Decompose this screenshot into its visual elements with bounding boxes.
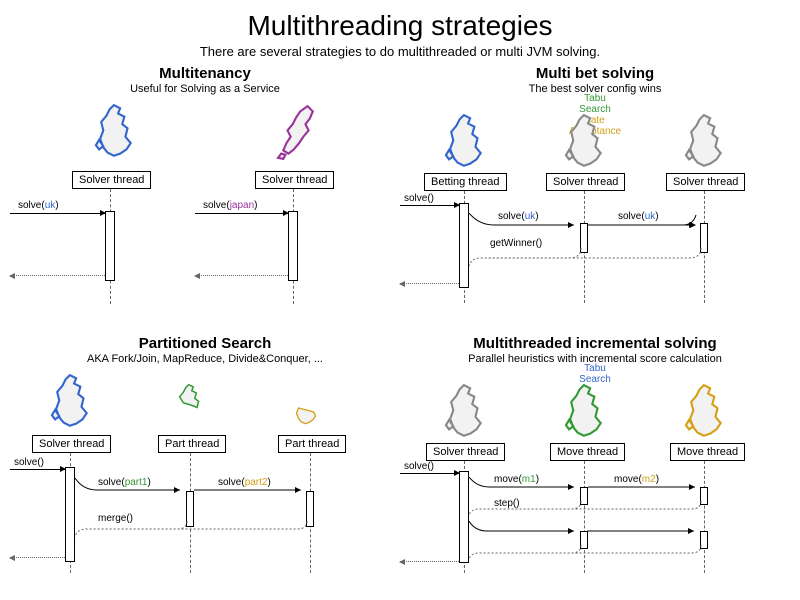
return-arrow: [400, 283, 459, 284]
call-label: solve(): [404, 193, 434, 204]
panel-incremental: Multithreaded incremental solving Parall…: [400, 329, 790, 599]
curve-arrow: [469, 521, 707, 535]
panel-partitioned: Partitioned Search AKA Fork/Join, MapRed…: [10, 329, 400, 599]
call-label: solve(uk): [18, 200, 59, 211]
page-title: Multithreading strategies: [0, 0, 800, 42]
thread-box: Solver thread: [426, 443, 505, 461]
map: [440, 113, 494, 176]
map: [560, 383, 614, 446]
return-curve: [469, 545, 707, 559]
call-label: solve(uk): [618, 211, 659, 222]
call-label: solve(part2): [218, 477, 271, 488]
map-japan: [270, 103, 324, 166]
activation: [105, 211, 115, 281]
thread-box: Part thread: [278, 435, 346, 453]
return-arrow: [10, 557, 65, 558]
call-label: solve(uk): [498, 211, 539, 222]
thread-box: Solver thread: [666, 173, 745, 191]
return-curve: [469, 501, 707, 515]
arrow: [400, 473, 459, 474]
diagram-grid: Multitenancy Useful for Solving as a Ser…: [0, 59, 800, 599]
thread-box: Solver thread: [32, 435, 111, 453]
return-arrow: [195, 275, 288, 276]
map: [288, 391, 326, 432]
call-label: solve(part1): [98, 477, 151, 488]
thread-box: Solver thread: [72, 171, 151, 189]
activation: [459, 471, 469, 563]
panel-title: Partitioned Search: [10, 335, 400, 352]
call-label: solve(): [404, 461, 434, 472]
map-uk: [90, 103, 144, 166]
thread-box: Solver thread: [546, 173, 625, 191]
call-label: move(m1): [494, 474, 539, 485]
map: [172, 383, 210, 430]
arrow: [400, 205, 459, 206]
algo-label: Tabu Search: [400, 363, 790, 385]
thread-box: Solver thread: [255, 171, 334, 189]
return-curve: [75, 521, 193, 533]
panel-multibet: Multi bet solving The best solver config…: [400, 59, 790, 329]
call-label: solve(): [14, 457, 44, 468]
activation: [459, 203, 469, 288]
panel-title: Multithreaded incremental solving: [400, 335, 790, 352]
panel-subtitle: Useful for Solving as a Service: [10, 83, 400, 95]
panel-title: Multi bet solving: [400, 65, 790, 82]
panel-title: Multitenancy: [10, 65, 400, 82]
return-arrow: [10, 275, 105, 276]
algo-label: Tabu Search: [400, 93, 790, 115]
map: [46, 373, 100, 436]
map: [440, 383, 494, 446]
return-arrow: [400, 561, 459, 562]
call-label: solve(japan): [203, 200, 258, 211]
page-subtitle: There are several strategies to do multi…: [0, 44, 800, 59]
map: [680, 113, 734, 176]
thread-box: Move thread: [670, 443, 745, 461]
map: [680, 383, 734, 446]
thread-box: Part thread: [158, 435, 226, 453]
call-label: move(m2): [614, 474, 659, 485]
activation: [288, 211, 298, 281]
arrow: [195, 213, 288, 214]
activation: [65, 467, 75, 562]
return-curve: [469, 248, 587, 266]
map: [560, 113, 614, 176]
arrow: [10, 213, 105, 214]
arrow: [10, 469, 65, 470]
thread-box: Betting thread: [424, 173, 507, 191]
thread-box: Move thread: [550, 443, 625, 461]
panel-multitenancy: Multitenancy Useful for Solving as a Ser…: [10, 59, 400, 329]
